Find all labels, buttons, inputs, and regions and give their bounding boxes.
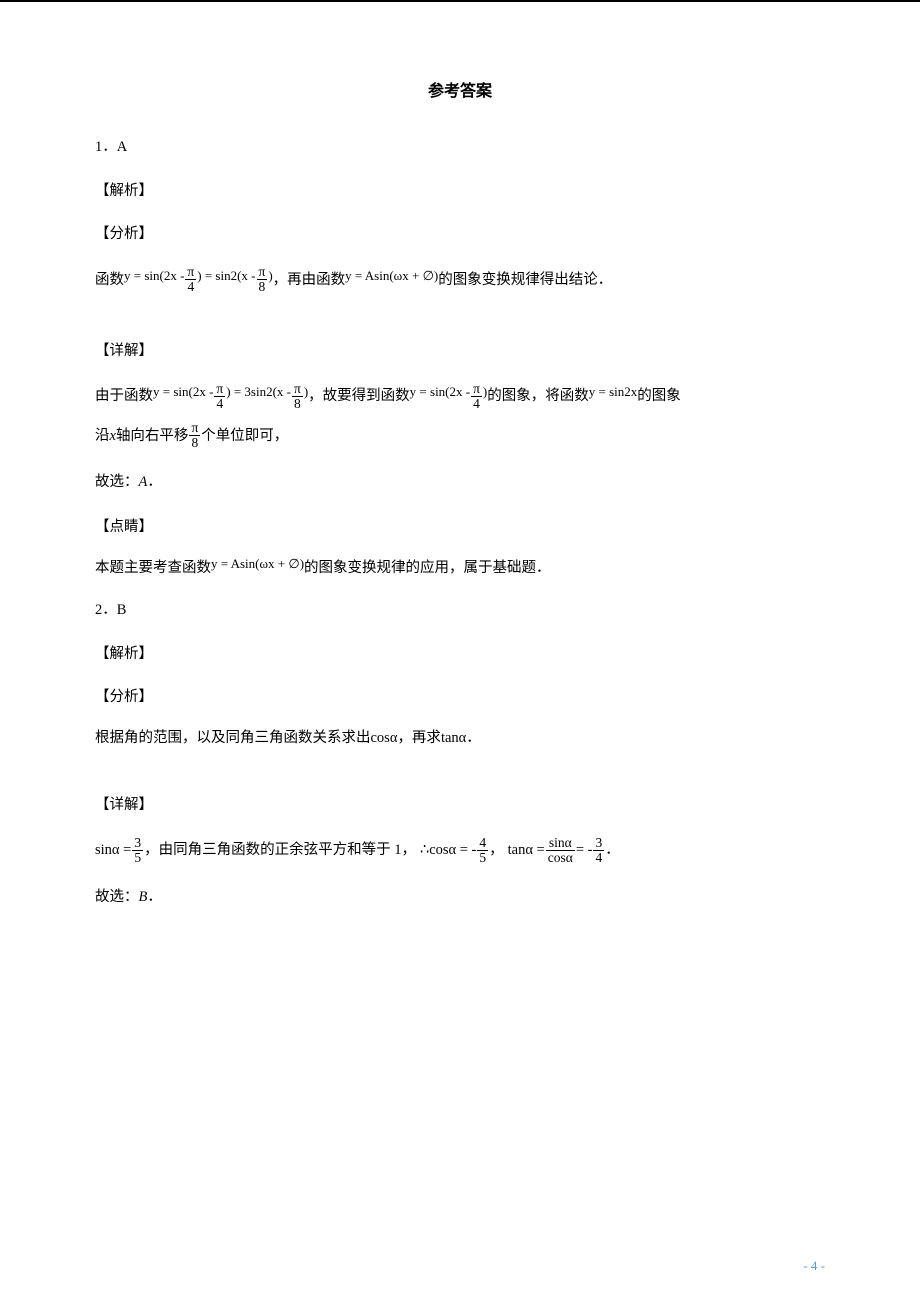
text: 个单位即可， [201,426,288,446]
q1-xiangjie-label: 【详解】 [95,339,825,360]
q1-xiangjie-line2: 沿 x 轴向右平移 π8 个单位即可， [95,421,288,450]
q1-jiexi-label: 【解析】 [95,179,825,200]
q2-fenxi-label: 【分析】 [95,685,825,706]
text: ， [489,840,504,860]
text: 的图象变换规律的应用，属于基础题． [304,558,551,578]
text: ，再求 [397,728,441,748]
text: 本题主要考查函数 [95,558,211,578]
math-expr: ) [268,267,272,285]
math-expr: y = Asin(ωx + ∅) [211,555,304,573]
text: 函数 [95,270,124,290]
math-expr: cosα = - [429,840,476,860]
fraction: π4 [214,382,225,411]
text: 根据角的范围，以及同角三角函数关系求出 [95,728,371,748]
text: ． [466,728,481,748]
q2-eq2: ∴ cosα = - 45 ， [420,836,504,865]
text: ． [147,889,162,905]
text: ． [605,840,620,860]
page-title: 参考答案 [95,77,825,101]
text: ，再由函数 [273,270,346,290]
text: ． [147,474,162,490]
math-expr: y = sin(2x - [410,383,470,401]
math-expr: y = Asin(ωx + ∅) [345,267,438,285]
q1-dianjing-line: 本题主要考查函数 y = Asin(ωx + ∅) 的图象变换规律的应用，属于基… [95,558,551,578]
q2-jiexi-label: 【解析】 [95,642,825,663]
text: 由于函数 [95,386,153,406]
fraction: π4 [185,265,196,294]
fraction: π8 [189,421,200,450]
page-number: - 4 - [803,1258,825,1274]
math-expr: ) = 3sin2(x - [226,383,291,401]
math-expr: tanα = [508,840,545,860]
text: 的图象变换规律得出结论． [438,270,612,290]
math-expr: y = sin(2x - [153,383,213,401]
fraction: π8 [257,265,268,294]
text: 轴向右平移 [116,426,189,446]
text: 的图象，将函数 [487,386,589,406]
math-expr: tanα [441,728,466,748]
text: ，由同角三角函数的正余弦平方和等于 1， [144,840,416,860]
text: 故选： [95,889,139,905]
text: 的图象 [637,386,681,406]
therefore-symbol: ∴ [420,840,429,860]
q2-xiangjie-label: 【详解】 [95,793,825,814]
fraction: 35 [132,836,143,865]
fraction: π8 [292,382,303,411]
q2-eq3: tanα = sinαcosα = - 34 ． [508,836,620,865]
fraction: 45 [477,836,488,865]
q1-dianjing-label: 【点睛】 [95,515,825,536]
fraction: π4 [471,382,482,411]
text: ，故要得到函数 [308,386,410,406]
math-expr: y = sin(2x - [124,267,184,285]
math-expr: ) [304,383,308,401]
q2-eq1: sinα = 35 ，由同角三角函数的正余弦平方和等于 1， [95,836,416,865]
math-expr: sinα = [95,840,131,860]
q1-number: 1．A [95,137,825,157]
q2-number: 2．B [95,600,825,620]
math-expr: ) [483,383,487,401]
document-page: 参考答案 1．A 【解析】 【分析】 函数 y = sin(2x - π4 ) … [0,0,920,1302]
math-expr: cosα [371,728,398,748]
text: 故选： [95,474,139,490]
q2-guxuan: 故选：B． [95,887,825,907]
math-expr: = - [576,840,593,860]
q1-fenxi-label: 【分析】 [95,222,825,243]
q1-xiangjie-line1: 由于函数 y = sin(2x - π4 ) = 3sin2(x - π8 ) … [95,382,681,411]
q2-fenxi-line: 根据角的范围，以及同角三角函数关系求出 cosα ，再求 tanα ． [95,728,481,748]
math-expr: y = sin2x [589,383,638,401]
text: 沿 [95,426,110,446]
fraction: sinαcosα [546,836,575,865]
math-expr: ) = sin2(x - [197,267,255,285]
q1-fenxi-line: 函数 y = sin(2x - π4 ) = sin2(x - π8 ) ，再由… [95,265,612,294]
q1-guxuan: 故选：A． [95,472,825,492]
fraction: 34 [593,836,604,865]
